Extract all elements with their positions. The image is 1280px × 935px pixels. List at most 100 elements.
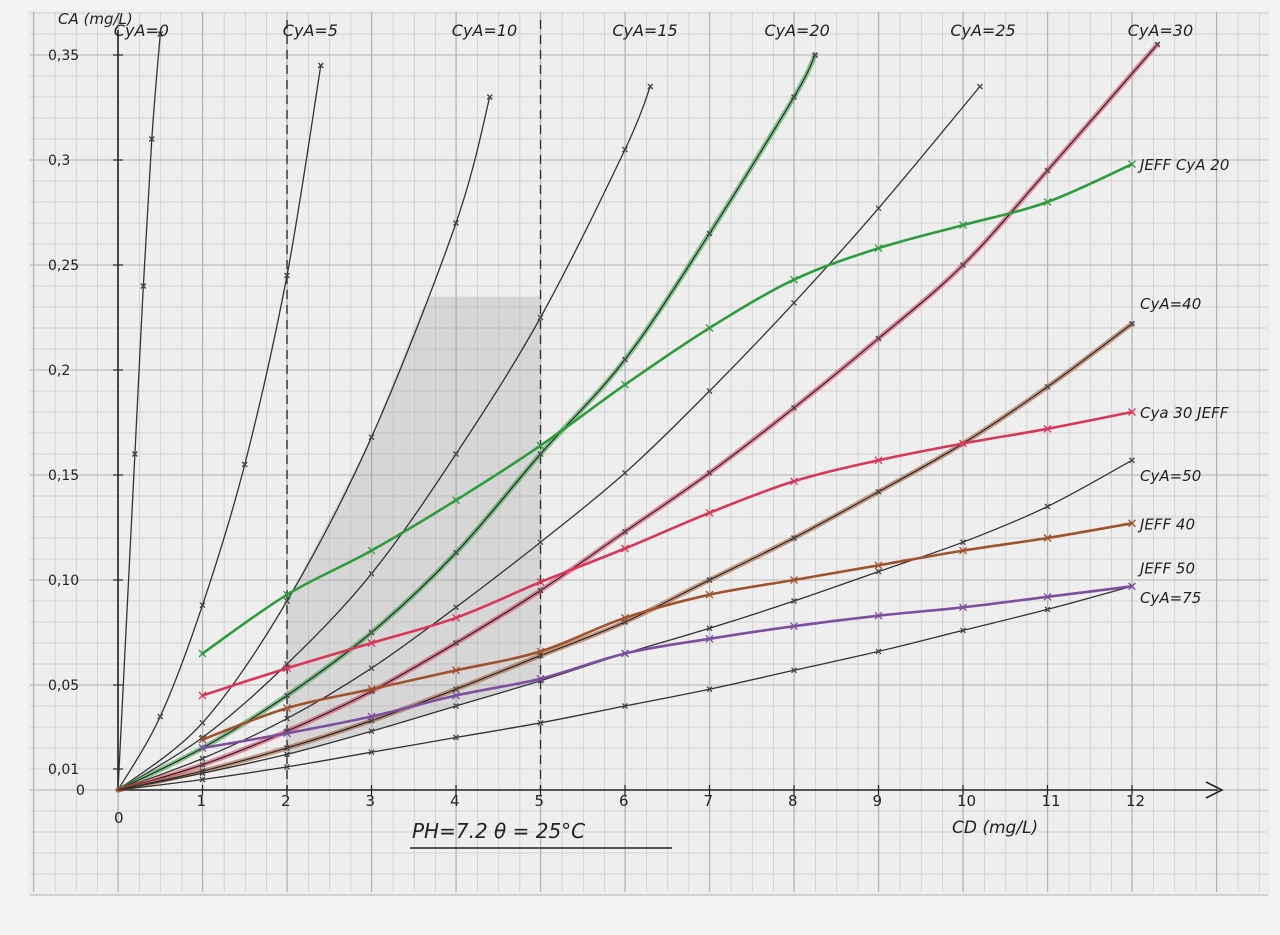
point-cya-25 — [706, 388, 713, 394]
point-cya-75 — [453, 734, 459, 741]
point-cya-30 — [537, 587, 544, 594]
right-series-label: JEFF 50 — [1137, 559, 1195, 577]
point-cya-30-jeff — [959, 439, 967, 448]
point-cya-50 — [368, 728, 375, 735]
point-cya-30-jeff — [790, 477, 798, 486]
series-line-jeff-cya-20 — [201, 162, 1134, 655]
y-tick-label: 0,10 — [48, 573, 79, 589]
point-cya-5 — [157, 713, 164, 720]
point-cya-40 — [706, 577, 713, 583]
point-cya-40 — [1129, 320, 1135, 327]
point-cya-30-jeff — [874, 456, 883, 465]
point-cya-30-jeff — [283, 664, 291, 673]
x-tick-label: 10 — [957, 792, 976, 810]
point-cya-5 — [284, 272, 290, 279]
point-jeff-50 — [621, 649, 629, 658]
point-jeff-cya-20 — [198, 649, 207, 658]
point-jeff-50 — [536, 674, 545, 683]
point-cya-30 — [706, 469, 713, 476]
point-cya-30-jeff — [1128, 408, 1136, 416]
y-tick-label: 0,3 — [48, 153, 70, 169]
point-cya-10 — [199, 719, 206, 726]
point-jeff-50 — [705, 634, 714, 643]
y-tick-label: 0,25 — [48, 258, 79, 274]
point-cya-75 — [622, 703, 628, 709]
point-cya-50 — [1129, 457, 1135, 464]
point-jeff-50 — [1043, 592, 1052, 601]
point-jeff-cya-20 — [367, 546, 376, 555]
series-line-jeff-40 — [201, 522, 1134, 741]
point-cya-20 — [368, 629, 375, 636]
x-tick-label: 8 — [788, 792, 798, 810]
point-cya-75 — [706, 686, 713, 693]
point-jeff-40 — [959, 546, 967, 555]
right-series-label: JEFF 40 — [1137, 515, 1195, 533]
point-cya-30 — [1044, 167, 1051, 174]
point-cya-0 — [148, 136, 155, 142]
x-axis-label: CD (mg/L) — [952, 818, 1038, 838]
point-cya-20 — [537, 451, 544, 457]
point-jeff-40 — [1128, 519, 1136, 528]
series-line-cya-30 — [117, 44, 1158, 791]
top-series-label: CyA=15 — [612, 21, 677, 40]
point-cya-20 — [706, 230, 713, 237]
series-group — [115, 31, 1161, 793]
x-tick-label: 1 — [197, 792, 207, 810]
y-axis-label: CA (mg/L) — [58, 10, 133, 28]
point-cya-10 — [284, 598, 290, 604]
point-cya-40 — [1044, 383, 1051, 390]
point-cya-40 — [284, 745, 290, 751]
series-line-cya-25 — [117, 85, 981, 791]
point-jeff-cya-20 — [452, 496, 460, 505]
point-jeff-50 — [874, 611, 883, 620]
point-jeff-cya-20 — [959, 221, 967, 230]
point-jeff-40 — [367, 685, 376, 694]
point-cya-30-jeff — [452, 613, 460, 622]
point-cya-30 — [875, 335, 882, 342]
x-tick-label: 4 — [450, 792, 460, 810]
top-series-label: CyA=10 — [452, 21, 517, 40]
point-cya-50 — [791, 598, 797, 604]
point-cya-30-jeff — [1043, 424, 1052, 433]
series-line-cya-30-jeff — [201, 410, 1134, 697]
point-jeff-cya-20 — [874, 244, 883, 253]
point-cya-30-jeff — [705, 508, 714, 517]
point-jeff-cya-20 — [283, 590, 291, 599]
point-cya-50 — [706, 625, 713, 632]
top-series-label: CyA=30 — [1128, 21, 1193, 40]
point-cya-5 — [241, 461, 248, 468]
x-tick-label: 0 — [114, 809, 124, 827]
labels-group: CyA=0 CyA=5 CyA=10 CyA=15 CyA=20 CyA=25 CyA=30… — [114, 21, 1230, 607]
point-jeff-50 — [959, 603, 967, 612]
point-jeff-40 — [790, 576, 798, 584]
point-cya-30 — [960, 262, 966, 268]
top-series-label: CyA=20 — [764, 21, 829, 40]
point-jeff-cya-20 — [1128, 160, 1136, 169]
point-jeff-50 — [790, 622, 798, 631]
point-cya-20 — [284, 692, 290, 699]
right-series-label: JEFF CyA 20 — [1137, 156, 1229, 174]
point-cya-50 — [875, 568, 882, 575]
point-cya-75 — [199, 776, 206, 783]
series-line-cya-0 — [117, 33, 161, 791]
point-jeff-40 — [536, 647, 545, 656]
point-cya-30-jeff — [367, 639, 376, 647]
point-cya-30-jeff — [198, 691, 207, 700]
point-cya-75 — [368, 749, 375, 756]
point-jeff-cya-20 — [1043, 198, 1052, 206]
series-line-jeff-50 — [201, 585, 1134, 750]
point-cya-10 — [486, 94, 493, 100]
point-cya-30-jeff — [536, 578, 545, 587]
point-cya-50 — [960, 539, 966, 546]
point-jeff-40 — [198, 735, 207, 744]
point-jeff-cya-20 — [790, 275, 798, 284]
point-cya-50 — [1044, 503, 1051, 510]
point-cya-25 — [368, 665, 375, 672]
point-cya-75 — [1044, 606, 1051, 613]
point-jeff-40 — [283, 704, 291, 713]
point-cya-0 — [140, 283, 147, 289]
point-cya-5 — [317, 62, 324, 69]
y-tick-label: 0,01 — [48, 762, 79, 778]
dashed-lines — [286, 20, 542, 790]
point-jeff-50 — [452, 691, 460, 700]
